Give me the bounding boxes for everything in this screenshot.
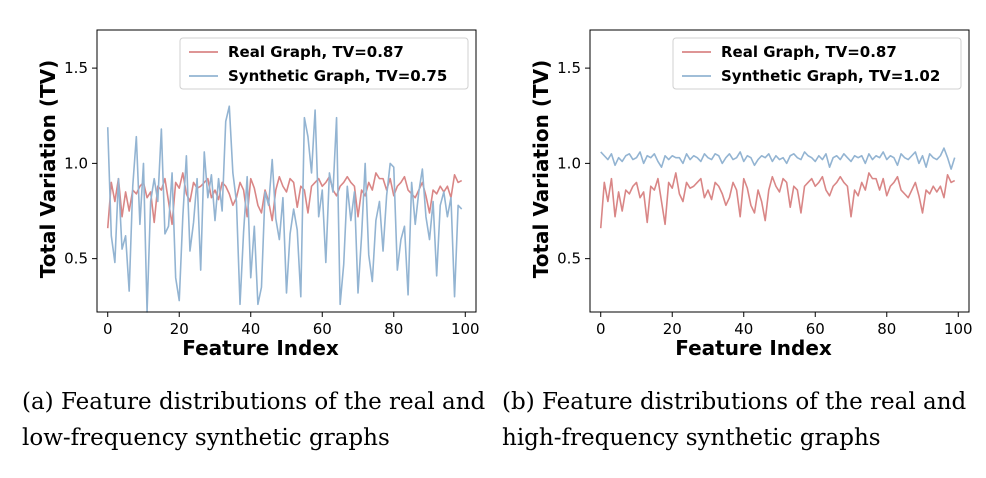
y-tick-label: 1.5 (64, 59, 88, 77)
series-line-real-graph (106, 172, 463, 229)
y-axis-title: Total Variation (TV) (36, 60, 60, 278)
x-tick-label: 60 (313, 320, 332, 338)
x-tick-label: 20 (663, 320, 682, 338)
caption-b-line1: (b) Feature distributions of the real an… (502, 389, 967, 415)
x-tick-label: 100 (944, 320, 973, 338)
x-tick-label: 0 (596, 320, 606, 338)
x-axis-title: Feature Index (182, 336, 339, 360)
chart-panel-b: 0 20 40 60 80 100 0.5 1.0 1.5 Feature Index Total … (493, 0, 986, 478)
chart-a: 0 20 40 60 80 100 0.5 1.0 1.5 Feature Index Total … (36, 29, 480, 360)
x-tick-label: 40 (241, 320, 260, 338)
x-tick-label: 100 (451, 320, 480, 338)
plot-frame (589, 29, 970, 313)
legend-label: Synthetic Graph, TV=0.75 (228, 67, 447, 85)
legend: Real Graph, TV=0.87 Synthetic Graph, TV=0… (179, 37, 469, 90)
y-tick-label: 1.0 (64, 154, 88, 172)
series-line-synthetic-graph (600, 147, 956, 170)
legend-box (179, 37, 469, 90)
x-tick-label: 20 (170, 320, 189, 338)
x-axis-title: Feature Index (675, 336, 832, 360)
x-tick-label: 80 (877, 320, 896, 338)
plot-frame (96, 29, 477, 313)
caption-a: (a) Feature distributions of the real an… (22, 384, 485, 456)
y-tick-label: 0.5 (64, 250, 88, 268)
chart-panel-a: 0 20 40 60 80 100 0.5 1.0 1.5 Feature Index Total … (36, 29, 480, 360)
x-tick-label: 0 (103, 320, 113, 338)
x-tick-label: 60 (806, 320, 825, 338)
series-line-synthetic-graph (106, 105, 463, 313)
caption-b: (b) Feature distributions of the real an… (502, 384, 966, 456)
x-tick-label: 80 (384, 320, 403, 338)
y-tick-label: 1.5 (557, 59, 581, 77)
caption-b-line2: high-frequency synthetic graphs (502, 425, 881, 451)
legend-label: Real Graph, TV=0.87 (721, 43, 897, 61)
chart-b: 0 20 40 60 80 100 0.5 1.0 1.5 Feature Index Total … (529, 29, 973, 360)
caption-a-line1: (a) Feature distributions of the real an… (22, 389, 486, 415)
legend-label: Synthetic Graph, TV=1.02 (721, 67, 940, 85)
y-tick-label: 0.5 (557, 250, 581, 268)
caption-a-line2: low-frequency synthetic graphs (22, 425, 390, 451)
legend-label: Real Graph, TV=0.87 (228, 43, 404, 61)
y-axis-title: Total Variation (TV) (529, 60, 553, 278)
y-tick-label: 1.0 (557, 154, 581, 172)
legend-box (672, 37, 962, 90)
series-line-real-graph (599, 172, 956, 229)
x-tick-label: 40 (734, 320, 753, 338)
legend: Real Graph, TV=0.87 Synthetic Graph, TV=1… (672, 37, 962, 90)
